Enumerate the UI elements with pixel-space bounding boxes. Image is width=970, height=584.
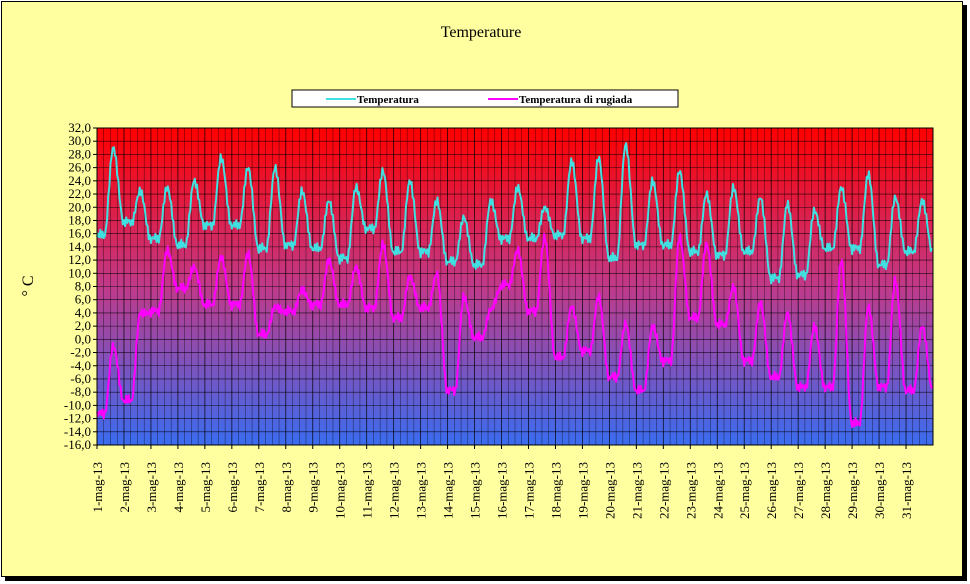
x-tick-label: 21-mag-13: [629, 462, 644, 519]
y-tick-label: -4,0: [70, 358, 91, 373]
legend-box: [291, 89, 679, 108]
legend-label-temperatura-di-rugiada: Temperatura di rugiada: [519, 94, 633, 106]
x-tick-label: 7-mag-13: [252, 462, 267, 513]
y-tick-label: 20,0: [68, 199, 91, 214]
x-tick-label: 10-mag-13: [333, 462, 348, 519]
y-tick-label: 18,0: [68, 212, 91, 227]
y-tick-label: 22,0: [68, 186, 91, 201]
x-tick-label: 31-mag-13: [899, 462, 914, 519]
x-tick-label: 17-mag-13: [521, 462, 536, 519]
y-tick-label: 26,0: [68, 160, 91, 175]
series-line-temperatura: [96, 142, 933, 285]
x-tick-label: 8-mag-13: [279, 462, 294, 513]
x-tick-label: 22-mag-13: [656, 462, 671, 519]
x-tick-label: 19-mag-13: [575, 462, 590, 519]
x-tick-label: 25-mag-13: [737, 462, 752, 519]
x-tick-label: 28-mag-13: [818, 462, 833, 519]
y-tick-label: 30,0: [68, 133, 91, 148]
x-tick-label: 14-mag-13: [441, 462, 456, 519]
x-tick-label: 5-mag-13: [198, 462, 213, 513]
x-tick-label: 27-mag-13: [791, 462, 806, 519]
x-axis-ticks: 1-mag-13 2-mag-13 3-mag-13 4-mag-13 5-mag-13…: [90, 445, 914, 519]
x-tick-label: 24-mag-13: [710, 462, 725, 519]
x-tick-label: 12-mag-13: [387, 462, 402, 519]
y-tick-label: -16,0: [64, 437, 91, 452]
y-tick-label: 28,0: [68, 146, 91, 161]
x-tick-label: 30-mag-13: [872, 462, 887, 519]
y-tick-label: -14,0: [64, 424, 91, 439]
x-tick-label: 18-mag-13: [548, 462, 563, 519]
x-tick-label: 9-mag-13: [306, 462, 321, 513]
x-tick-label: 29-mag-13: [845, 462, 860, 519]
x-tick-label: 16-mag-13: [495, 462, 510, 519]
x-tick-label: 13-mag-13: [414, 462, 429, 519]
x-tick-label: 20-mag-13: [602, 462, 617, 519]
y-tick-label: 4,0: [75, 305, 91, 320]
y-tick-label: 12,0: [68, 252, 91, 267]
y-tick-label: 10,0: [68, 265, 91, 280]
legend: Temperatura Temperatura di rugiada: [291, 89, 679, 108]
y-tick-label: 16,0: [68, 226, 91, 241]
y-tick-label: 6,0: [75, 292, 91, 307]
x-tick-label: 6-mag-13: [225, 462, 240, 513]
y-tick-label: 0,0: [75, 331, 91, 346]
y-axis-ticks: -16,0-14,0-12,0-10,0-8,0-6,0-4,0-2,00,02…: [64, 120, 97, 452]
y-tick-label: 24,0: [68, 173, 91, 188]
x-tick-label: 1-mag-13: [90, 462, 105, 513]
y-tick-label: -6,0: [70, 371, 91, 386]
y-tick-label: 32,0: [68, 120, 91, 135]
chart-title: Temperature: [441, 24, 522, 41]
y-tick-label: 8,0: [75, 279, 91, 294]
series-lines: [96, 142, 933, 428]
y-axis-label: ° C: [20, 275, 37, 296]
x-tick-label: 26-mag-13: [764, 462, 779, 519]
x-tick-label: 4-mag-13: [171, 462, 186, 513]
y-tick-label: -8,0: [70, 384, 91, 399]
x-tick-label: 2-mag-13: [117, 462, 132, 513]
series-line-temperatura-di-rugiada: [96, 232, 933, 428]
x-tick-label: 11-mag-13: [360, 462, 375, 519]
legend-label-temperatura: Temperatura: [357, 94, 419, 106]
y-tick-label: -2,0: [70, 345, 91, 360]
y-tick-label: 14,0: [68, 239, 91, 254]
y-tick-label: -10,0: [64, 397, 91, 412]
x-tick-label: 3-mag-13: [144, 462, 159, 513]
y-tick-label: -12,0: [64, 411, 91, 426]
x-tick-label: 15-mag-13: [468, 462, 483, 519]
x-tick-label: 23-mag-13: [683, 462, 698, 519]
y-tick-label: 2,0: [75, 318, 91, 333]
